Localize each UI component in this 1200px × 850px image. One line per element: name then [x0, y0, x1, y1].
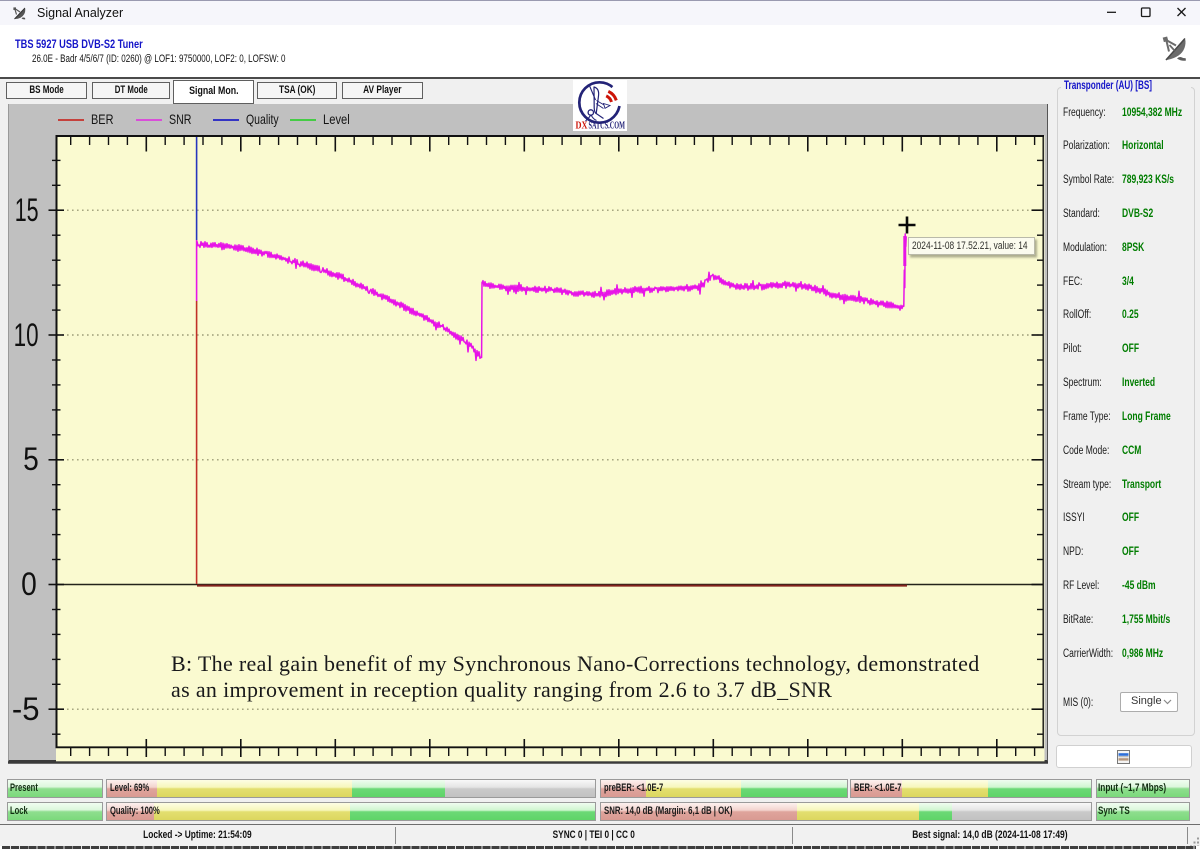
svg-text:DX: DX [576, 121, 589, 132]
svg-text:SATCS.COM: SATCS.COM [589, 121, 626, 132]
